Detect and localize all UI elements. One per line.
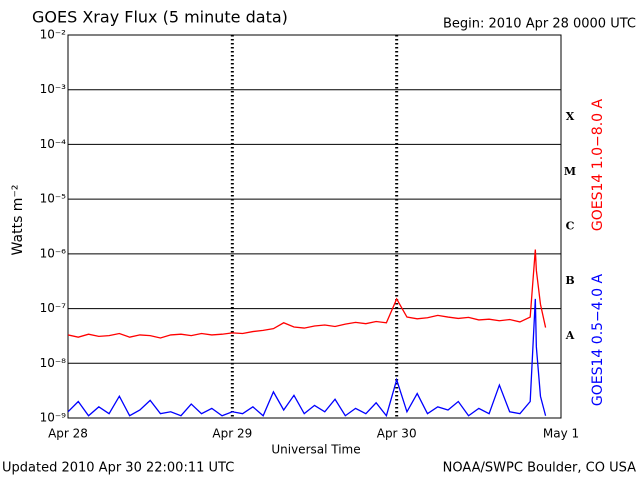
y-tick-label: 10⁻² <box>40 28 67 42</box>
y-tick-label: 10⁻⁶ <box>40 246 67 260</box>
legend-entry: GOES14 1.0−8.0 A <box>590 99 606 232</box>
footer-left: Updated 2010 Apr 30 22:00:11 UTC <box>2 461 234 476</box>
y-tick-label: 10⁻⁹ <box>40 411 67 425</box>
class-label: M <box>564 165 576 178</box>
x-tick-label: May 1 <box>543 427 579 441</box>
legend-entry: GOES14 0.5−4.0 A <box>590 274 606 407</box>
x-tick-label: Apr 28 <box>48 427 88 441</box>
series-line <box>68 249 547 339</box>
class-label: X <box>566 110 575 123</box>
class-label: B <box>565 274 574 287</box>
y-tick-label: 10⁻⁴ <box>40 137 67 151</box>
y-tick-label: 10⁻⁵ <box>40 192 67 206</box>
series-line <box>68 298 547 418</box>
plot-area <box>68 249 547 418</box>
y-tick-label: 10⁻⁸ <box>40 356 67 370</box>
x-tick-label: Apr 29 <box>212 427 252 441</box>
x-axis-label: Universal Time <box>271 443 360 457</box>
y-axis-label: Watts m⁻² <box>10 185 26 256</box>
y-tick-label: 10⁻³ <box>40 82 67 96</box>
footer-right: NOAA/SWPC Boulder, CO USA <box>443 461 636 476</box>
x-tick-label: Apr 30 <box>377 427 417 441</box>
class-label: C <box>566 220 575 233</box>
plot-frame <box>67 34 562 419</box>
chart-title: GOES Xray Flux (5 minute data) <box>32 8 288 27</box>
y-tick-label: 10⁻⁷ <box>40 301 67 315</box>
chart-subtitle: Begin: 2010 Apr 28 0000 UTC <box>443 17 636 32</box>
class-label: A <box>565 329 575 342</box>
